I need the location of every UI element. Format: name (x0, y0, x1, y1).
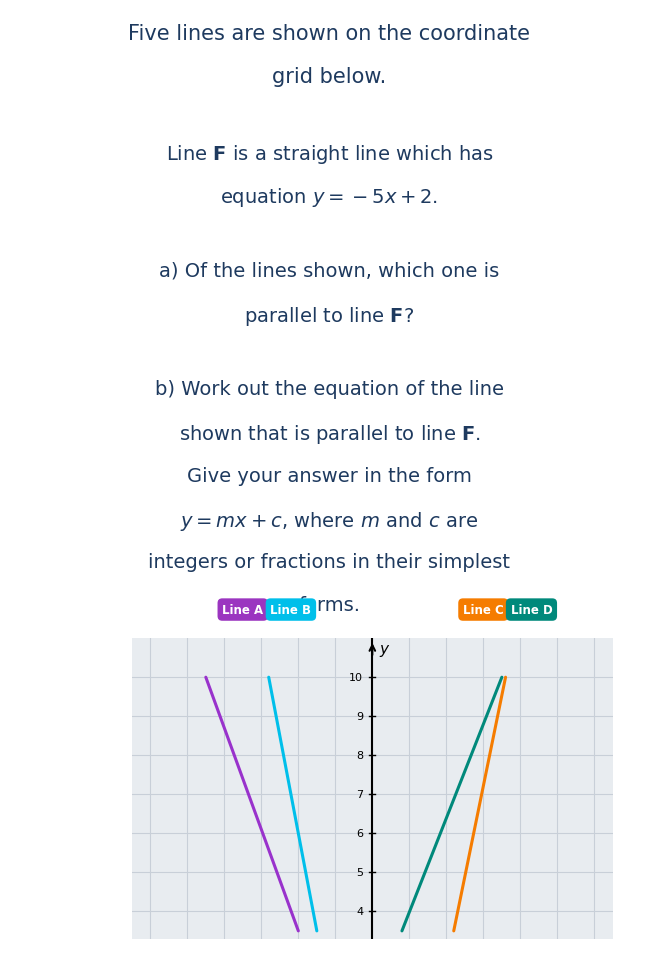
Text: Line C: Line C (463, 603, 503, 617)
Text: Line A: Line A (222, 603, 264, 617)
Text: Line D: Line D (511, 603, 552, 617)
Text: 4: 4 (356, 906, 363, 917)
Text: Line $\mathbf{F}$ is a straight line which has: Line $\mathbf{F}$ is a straight line whi… (165, 142, 494, 166)
Text: Give your answer in the form: Give your answer in the form (187, 466, 472, 485)
Text: a) Of the lines shown, which one is: a) Of the lines shown, which one is (159, 261, 500, 280)
Text: 10: 10 (349, 673, 363, 682)
Text: grid below.: grid below. (272, 67, 387, 87)
Text: integers or fractions in their simplest: integers or fractions in their simplest (148, 553, 511, 572)
Text: $y = mx + c$, where $m$ and $c$ are: $y = mx + c$, where $m$ and $c$ are (181, 509, 478, 533)
Text: parallel to line $\mathbf{F}$?: parallel to line $\mathbf{F}$? (244, 304, 415, 327)
Text: 8: 8 (356, 750, 363, 760)
Text: forms.: forms. (299, 596, 360, 615)
Text: Line B: Line B (270, 603, 312, 617)
Text: $y$: $y$ (379, 642, 391, 659)
Text: Five lines are shown on the coordinate: Five lines are shown on the coordinate (129, 24, 530, 44)
Text: shown that is parallel to line $\mathbf{F}$.: shown that is parallel to line $\mathbf{… (179, 423, 480, 446)
Text: 7: 7 (356, 789, 363, 800)
Text: 6: 6 (356, 828, 363, 839)
Text: equation $y = -5x + 2$.: equation $y = -5x + 2$. (221, 186, 438, 209)
Text: 9: 9 (356, 712, 363, 721)
Text: b) Work out the equation of the line: b) Work out the equation of the line (155, 380, 504, 399)
Text: 5: 5 (356, 867, 363, 878)
